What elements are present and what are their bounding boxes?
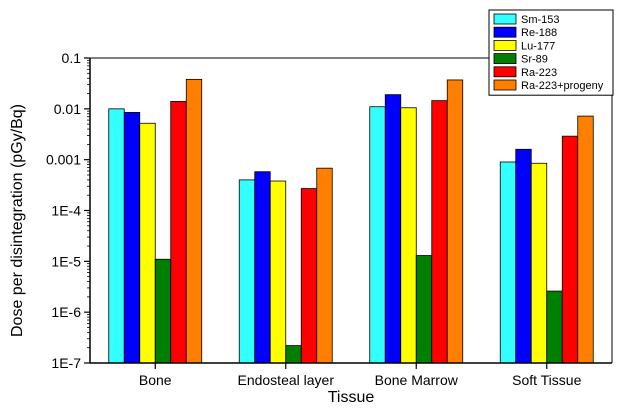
y-ticks-group: 1E-7 1E-6 1E-5 1E-4 0.001 0.01 0.1 xyxy=(46,50,90,371)
bar-sm-153-soft-tissue xyxy=(499,161,517,364)
y-tick-label: 1E-5 xyxy=(51,253,81,269)
bar-ra-223-progeny-soft-tissue xyxy=(577,115,594,364)
legend-label: Ra-223+progeny xyxy=(521,80,604,92)
legend-swatch xyxy=(493,40,517,51)
bar-sr-89-bone xyxy=(154,258,172,364)
y-tick-label: 0.1 xyxy=(62,50,82,66)
x-tick-label: Soft Tissue xyxy=(512,372,581,388)
legend-label: Ra-223 xyxy=(521,67,557,79)
bar-ra-223-bone xyxy=(170,101,187,364)
bar-sm-153-bone-marrow xyxy=(369,106,386,364)
bar-re-188-bone xyxy=(123,112,141,364)
legend-swatch xyxy=(493,26,517,38)
y-axis-title: Dose per disintegration (pGy/Bq) xyxy=(9,104,26,337)
legend-swatch xyxy=(493,13,517,25)
y-tick-label: 1E-7 xyxy=(51,355,81,371)
bar-ra-223-soft-tissue xyxy=(561,135,579,364)
legend-swatch xyxy=(493,53,517,64)
bars-group xyxy=(108,78,594,364)
bar-lu-177-endosteal-layer xyxy=(269,180,287,364)
bar-ra-223-progeny-endosteal-layer xyxy=(316,167,333,364)
bar-sm-153-endosteal-layer xyxy=(238,179,256,364)
legend-label: Sr-89 xyxy=(521,54,548,66)
bar-lu-177-soft-tissue xyxy=(530,162,548,364)
bar-sr-89-endosteal-layer xyxy=(285,345,302,364)
x-tick-label: Bone Marrow xyxy=(375,372,459,388)
bar-sm-153-bone xyxy=(108,108,125,364)
legend-swatch xyxy=(493,79,517,91)
x-axis-title: Tissue xyxy=(328,389,375,406)
bar-ra-223-bone-marrow xyxy=(431,100,448,364)
x-tick-label: Bone xyxy=(139,372,172,388)
bar-ra-223-progeny-bone xyxy=(185,78,203,364)
bar-lu-177-bone xyxy=(139,122,156,364)
x-ticks-group: Bone Endosteal layer Bone Marrow Soft Tissu… xyxy=(139,363,582,388)
bar-re-188-soft-tissue xyxy=(515,148,532,364)
bar-ra-223-progeny-bone-marrow xyxy=(446,79,464,364)
legend-swatch xyxy=(493,66,517,78)
bar-lu-177-bone-marrow xyxy=(400,107,417,364)
x-tick-label: Endosteal layer xyxy=(237,372,334,388)
legend-label: Re-188 xyxy=(521,27,557,39)
y-tick-label: 0.01 xyxy=(54,101,81,117)
bar-sr-89-soft-tissue xyxy=(546,290,563,364)
bar-ra-223-endosteal-layer xyxy=(300,188,318,364)
y-tick-label: 0.001 xyxy=(46,152,81,168)
bar-sr-89-bone-marrow xyxy=(415,255,433,364)
y-tick-label: 1E-4 xyxy=(51,203,81,219)
y-tick-label: 1E-6 xyxy=(51,304,81,320)
legend-label: Sm-153 xyxy=(521,14,560,26)
bar-re-188-endosteal-layer xyxy=(254,171,271,364)
legend-label: Lu-177 xyxy=(521,40,555,52)
bar-re-188-bone-marrow xyxy=(384,94,402,364)
